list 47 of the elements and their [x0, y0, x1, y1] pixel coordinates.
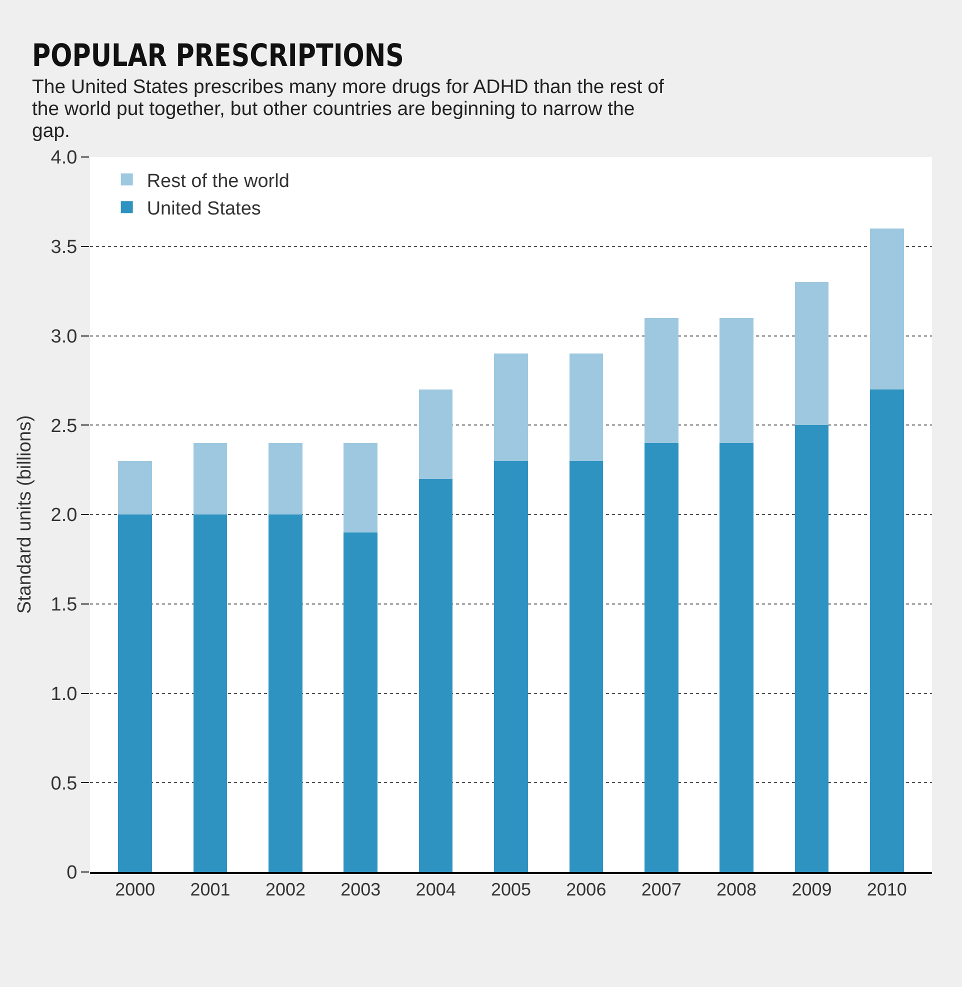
x-tick-label: 2006	[566, 880, 606, 900]
bar	[494, 354, 528, 461]
x-tick-label: 2002	[265, 880, 306, 900]
bar	[344, 532, 378, 872]
bar	[569, 460, 604, 872]
x-tick-label: 2009	[792, 880, 832, 900]
y-tick-label: 4.0	[50, 148, 78, 169]
y-tick-label: 0.5	[50, 773, 78, 794]
bar	[268, 443, 302, 514]
x-tick-label: 2005	[490, 880, 532, 900]
bar	[720, 443, 754, 872]
x-tick-label: 2001	[190, 880, 230, 900]
bar	[794, 425, 829, 872]
x-tick-label: 2000	[115, 880, 156, 900]
bar	[644, 318, 678, 443]
bar	[193, 514, 228, 872]
x-tick-label: 2004	[416, 880, 456, 900]
legend-label: Rest of the world	[146, 170, 290, 192]
bar	[494, 460, 528, 872]
bar	[118, 514, 152, 872]
chart-title: POPULAR PRESCRIPTIONS	[32, 38, 405, 74]
bar	[870, 389, 904, 872]
bar	[569, 354, 604, 461]
x-tick-label: 2003	[340, 880, 381, 900]
x-tick-label: 2007	[641, 880, 682, 900]
y-tick-label: 1.5	[50, 594, 78, 616]
y-tick-label: 1.0	[50, 684, 78, 705]
y-axis-title: Standard units (billions)	[14, 415, 36, 614]
y-tick-label: 3.5	[50, 237, 78, 258]
bar	[118, 460, 152, 514]
bar	[720, 318, 754, 443]
chart-subtitle: The United States prescribes many more drugs for ADHD than the rest of the world put together, but other countries are beginning to narrow the gap.	[32, 76, 665, 142]
bar	[870, 228, 904, 390]
bar	[794, 282, 829, 426]
bar	[644, 443, 678, 872]
x-tick-label: 2008	[716, 880, 757, 900]
bar	[418, 389, 453, 479]
y-tick-label: 2.0	[50, 505, 78, 526]
y-tick-label: 2.5	[50, 416, 78, 437]
bar	[193, 443, 228, 514]
x-tick-label: 2010	[866, 880, 907, 900]
legend-label: United States	[146, 198, 261, 220]
y-tick-label: 3.0	[50, 326, 78, 348]
bar	[418, 478, 453, 872]
bar	[344, 443, 378, 532]
y-tick-label: 0	[66, 862, 78, 884]
bar	[268, 514, 302, 872]
